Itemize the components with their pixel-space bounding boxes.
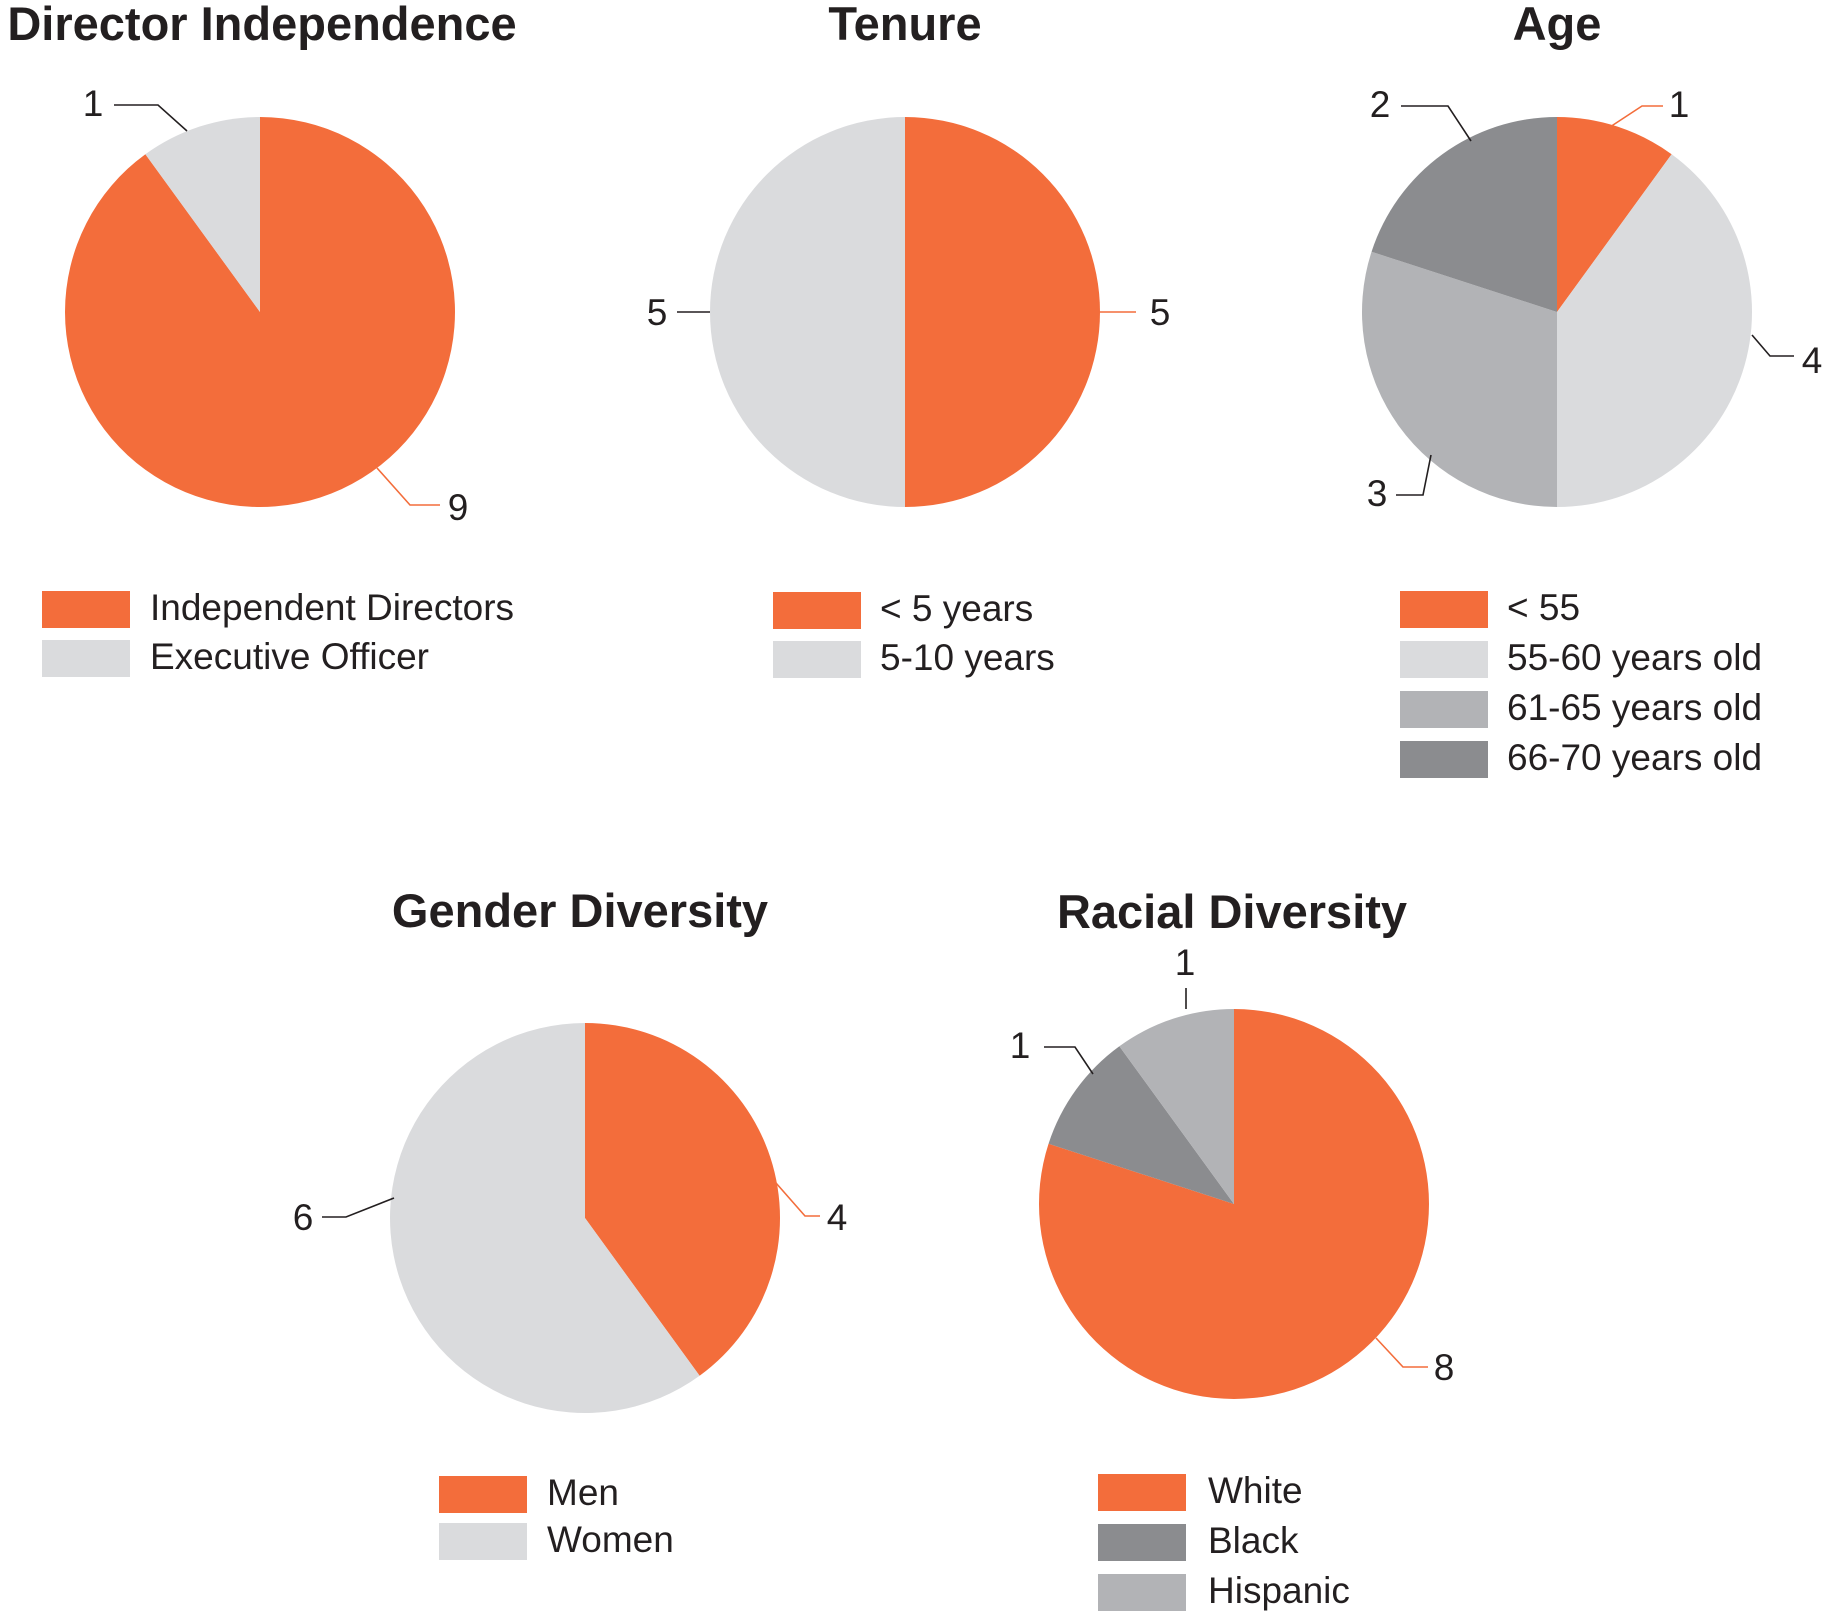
legend-label: Executive Officer xyxy=(150,636,429,677)
pie-slice xyxy=(1371,117,1557,312)
legend: < 5 years 5-10 years xyxy=(773,588,1055,678)
data-label: 5 xyxy=(647,292,668,333)
leader-line xyxy=(1044,1046,1094,1075)
pie-slice xyxy=(390,1023,700,1413)
legend-label: 5-10 years xyxy=(880,637,1055,678)
legend: White Black Hispanic xyxy=(1098,1470,1350,1611)
data-label: 6 xyxy=(293,1197,314,1238)
legend-swatch xyxy=(439,1523,527,1560)
data-label: 1 xyxy=(83,83,104,124)
pie-slice xyxy=(905,117,1100,507)
pie-chart-2: Tenure 5 5 < 5 years 5-10 years xyxy=(647,0,1171,678)
legend-label: Black xyxy=(1208,1520,1299,1561)
pie-chart-5: Racial Diversity 8 1 1 White Black Hispanic xyxy=(1010,885,1455,1611)
data-label: 9 xyxy=(448,487,469,528)
legend-label: Men xyxy=(547,1472,619,1513)
pie-chart-1: Director Independence 9 1 Independent Direc… xyxy=(7,0,517,677)
data-label: 4 xyxy=(827,1197,848,1238)
legend-swatch xyxy=(773,641,861,678)
pie-chart-4: Gender Diversity 4 6 Men Women xyxy=(293,884,848,1560)
data-label: 1 xyxy=(1175,942,1196,983)
pie-slice xyxy=(1361,251,1557,507)
pie-slice xyxy=(710,117,905,507)
data-label: 5 xyxy=(1150,292,1171,333)
legend-label: < 55 xyxy=(1507,587,1580,628)
legend-swatch xyxy=(1400,641,1488,678)
legend: Independent Directors Executive Officer xyxy=(42,587,514,677)
leader-line xyxy=(376,467,440,506)
chart-title: Racial Diversity xyxy=(1057,885,1407,938)
data-label: 2 xyxy=(1370,84,1391,125)
legend-swatch xyxy=(1098,1474,1186,1511)
leader-line xyxy=(1401,105,1472,142)
legend-swatch xyxy=(42,591,130,628)
legend-swatch xyxy=(1400,741,1488,778)
legend-label: Independent Directors xyxy=(150,587,514,628)
legend-label: 61-65 years old xyxy=(1507,687,1762,728)
legend-swatch xyxy=(773,592,861,629)
legend-swatch xyxy=(1098,1574,1186,1611)
data-label: 4 xyxy=(1802,340,1822,381)
data-label: 3 xyxy=(1367,473,1388,514)
legend-swatch xyxy=(42,640,130,677)
data-label: 1 xyxy=(1669,84,1690,125)
legend-label: White xyxy=(1208,1470,1303,1511)
legend: < 55 55-60 years old 61-65 years old 66-70 … xyxy=(1400,587,1762,778)
leader-line xyxy=(775,1182,820,1217)
legend-swatch xyxy=(1400,691,1488,728)
legend-label: < 5 years xyxy=(880,588,1033,629)
legend-label: Hispanic xyxy=(1208,1570,1350,1611)
legend-label: 66-70 years old xyxy=(1507,737,1762,778)
pie-slice xyxy=(1557,116,1672,312)
pie-slice xyxy=(1038,1009,1429,1399)
pie-slice xyxy=(1557,154,1753,508)
leader-line xyxy=(1751,334,1794,357)
pie-slice xyxy=(585,1023,781,1376)
chart-title: Director Independence xyxy=(7,0,516,50)
chart-title: Age xyxy=(1513,0,1602,50)
pie-slice xyxy=(64,117,455,508)
legend-swatch xyxy=(1098,1524,1186,1561)
legend-swatch xyxy=(1400,591,1488,628)
data-label: 1 xyxy=(1010,1025,1031,1066)
leader-line xyxy=(1375,1337,1428,1368)
leader-line xyxy=(1609,105,1663,128)
legend-label: Women xyxy=(547,1519,674,1560)
chart-title: Gender Diversity xyxy=(392,884,768,937)
legend-swatch xyxy=(439,1476,527,1513)
leader-line xyxy=(114,104,188,132)
pie-slice xyxy=(1048,1046,1234,1204)
pie-slice xyxy=(145,116,260,312)
pie-chart-3: Age 1 4 3 2 < 55 55-60 years old 61-65 years ol… xyxy=(1361,0,1822,778)
pie-slice xyxy=(1119,1009,1234,1204)
leader-line xyxy=(322,1197,395,1218)
legend-label: 55-60 years old xyxy=(1507,637,1762,678)
chart-title: Tenure xyxy=(828,0,981,50)
data-label: 8 xyxy=(1434,1347,1455,1388)
legend: Men Women xyxy=(439,1472,674,1560)
leader-line xyxy=(1396,454,1432,496)
